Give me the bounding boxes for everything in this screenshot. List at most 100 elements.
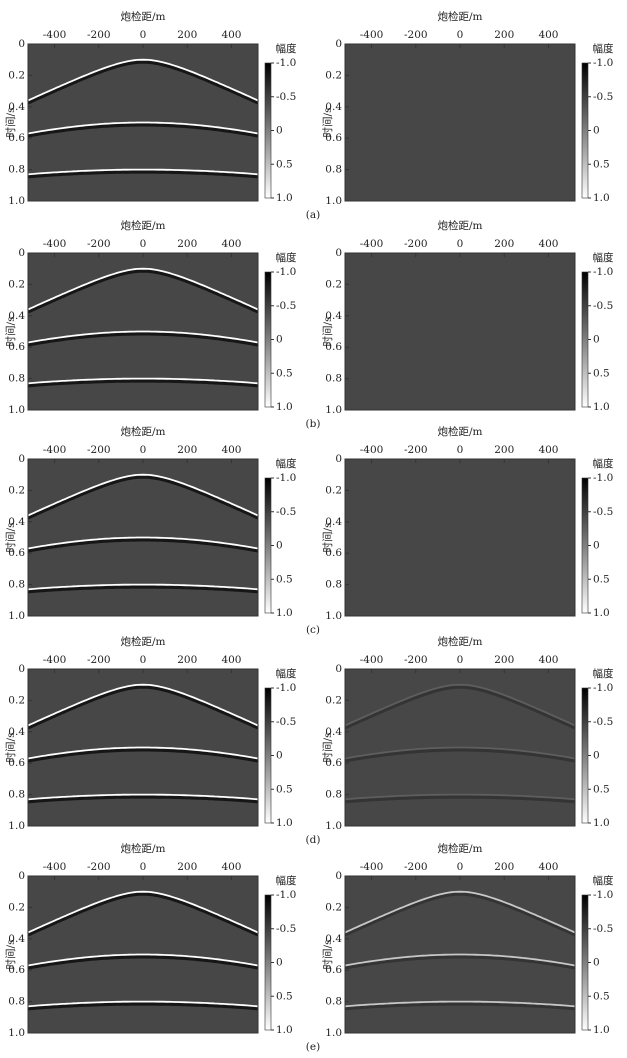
y-tick-label: 0.6 <box>8 132 25 144</box>
colorbar-tick-label: -0.5 <box>593 716 613 728</box>
event-trough <box>344 891 576 937</box>
event-peak <box>344 746 576 760</box>
colorbar <box>264 271 272 408</box>
colorbar-tick-label: 0 <box>276 540 283 552</box>
colorbar <box>264 894 272 1031</box>
x-tick-label: 400 <box>221 654 241 666</box>
event-trough <box>344 747 576 763</box>
colorbar-tick-label: 0 <box>276 125 283 137</box>
reflection-event <box>27 890 259 937</box>
colorbar-title: 幅度 <box>276 667 297 680</box>
event-peak <box>27 793 259 801</box>
colorbar-tick-label: 1.0 <box>276 401 293 413</box>
event-peak <box>344 890 576 934</box>
event-trough <box>27 169 259 179</box>
y-tick-label: 1.0 <box>325 820 342 832</box>
y-tick-label: 0 <box>18 453 25 465</box>
image-background <box>345 459 575 616</box>
x-tick-label: 400 <box>538 654 558 666</box>
y-tick-label: 0.4 <box>325 310 342 322</box>
event-peak <box>27 1000 259 1008</box>
colorbar-title: 幅度 <box>593 667 614 680</box>
colorbar <box>264 62 272 199</box>
colorbar-tick-label: 0 <box>593 334 600 346</box>
x-tick-label: 200 <box>177 29 197 41</box>
x-tick-label: -400 <box>360 654 384 666</box>
y-tick-label: 0.2 <box>325 278 342 290</box>
colorbar <box>581 477 589 614</box>
event-peak <box>27 168 259 176</box>
colorbar-tick-label: 0 <box>276 750 283 762</box>
colorbar <box>581 62 589 199</box>
x-tick-label: 400 <box>221 861 241 873</box>
x-tick-label: -400 <box>43 861 67 873</box>
colorbar-tick-label: 0 <box>593 750 600 762</box>
x-tick-label: -200 <box>87 29 111 41</box>
colorbar-tick-label: -1.0 <box>593 682 613 694</box>
reflection-event <box>27 793 259 804</box>
y-tick-label: 0 <box>18 663 25 675</box>
event-trough <box>27 747 259 763</box>
x-tick-label: 0 <box>140 238 147 250</box>
colorbar-title: 幅度 <box>276 874 297 887</box>
x-tick-label: 200 <box>177 238 197 250</box>
colorbar-tick-label: -0.5 <box>276 923 296 935</box>
colorbar-tick-label: 0 <box>593 540 600 552</box>
colorbar-tick-label: 1.0 <box>276 607 293 619</box>
reflection-event <box>344 953 576 970</box>
event-peak <box>27 890 259 934</box>
x-tick-label: 200 <box>177 654 197 666</box>
y-axis-title: 时间/s <box>4 733 17 763</box>
event-trough <box>344 684 576 730</box>
reflection-event <box>27 168 259 179</box>
reflection-event <box>27 953 259 970</box>
y-axis-title: 时间/s <box>321 317 334 347</box>
colorbar-tick-label: -0.5 <box>276 300 296 312</box>
y-tick-label: 0.4 <box>325 933 342 945</box>
event-peak <box>27 683 259 727</box>
colorbar-title: 幅度 <box>593 251 614 264</box>
colorbar-tick-label: 0 <box>593 957 600 969</box>
colorbar-tick-label: 0 <box>276 957 283 969</box>
y-tick-label: 0.6 <box>8 964 25 976</box>
reflection-event <box>344 793 576 804</box>
event-trough <box>27 378 259 388</box>
x-tick-label: -200 <box>404 861 428 873</box>
x-tick-label: 200 <box>494 238 514 250</box>
x-tick-label: 400 <box>538 29 558 41</box>
x-tick-label: -200 <box>404 444 428 456</box>
x-tick-label: 0 <box>457 238 464 250</box>
colorbar-tick-label: -0.5 <box>276 91 296 103</box>
y-tick-label: 0 <box>335 453 342 465</box>
x-axis-title: 炮检距/m <box>121 219 166 232</box>
x-axis-title: 炮检距/m <box>438 10 483 23</box>
y-axis-title: 时间/s <box>321 108 334 138</box>
reflection-event <box>344 1000 576 1011</box>
y-tick-label: 0.8 <box>8 164 25 176</box>
y-tick-label: 0 <box>335 38 342 50</box>
y-tick-label: 0.4 <box>8 310 25 322</box>
y-tick-label: 0.4 <box>8 726 25 738</box>
colorbar-tick-label: 0 <box>276 334 283 346</box>
colorbar <box>581 687 589 824</box>
y-tick-label: 0.4 <box>8 933 25 945</box>
x-tick-label: -200 <box>87 238 111 250</box>
colorbar-title: 幅度 <box>593 457 614 470</box>
reflection-event <box>27 746 259 763</box>
x-axis-title: 炮检距/m <box>438 635 483 648</box>
reflection-event <box>27 1000 259 1011</box>
x-tick-label: -400 <box>43 654 67 666</box>
y-tick-label: 0.6 <box>8 547 25 559</box>
colorbar-tick-label: 1.0 <box>593 817 610 829</box>
colorbar-tick-label: -1.0 <box>593 266 613 278</box>
event-peak <box>27 583 259 591</box>
y-tick-label: 0.4 <box>8 516 25 528</box>
y-tick-label: 0.6 <box>325 547 342 559</box>
colorbar-tick-label: -1.0 <box>276 57 296 69</box>
x-tick-label: 400 <box>538 444 558 456</box>
x-tick-label: 0 <box>457 444 464 456</box>
event-trough <box>27 954 259 970</box>
y-tick-label: 0.8 <box>325 789 342 801</box>
y-axis-title: 时间/s <box>4 108 17 138</box>
y-tick-label: 0.8 <box>8 579 25 591</box>
